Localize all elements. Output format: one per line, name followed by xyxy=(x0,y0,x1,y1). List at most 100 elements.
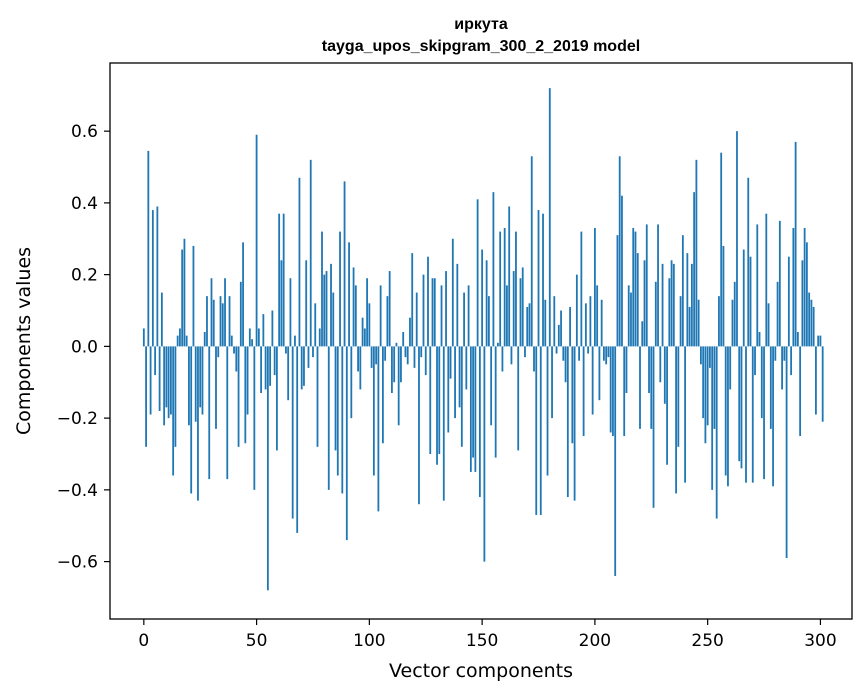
bar-61 xyxy=(280,260,283,347)
bar-120 xyxy=(413,346,416,368)
bar-166 xyxy=(517,346,520,451)
bar-7 xyxy=(158,346,161,411)
bar-41 xyxy=(235,346,238,372)
bar-8 xyxy=(160,292,163,347)
y-tick-label: −0.4 xyxy=(57,481,98,501)
bar-62 xyxy=(282,213,285,347)
bar-18 xyxy=(183,238,186,347)
bar-131 xyxy=(438,346,441,454)
bar-113 xyxy=(397,346,400,426)
bar-192 xyxy=(575,274,578,347)
bar-78 xyxy=(318,328,321,347)
bar-225 xyxy=(650,346,653,429)
y-tick-label: −0.2 xyxy=(57,409,98,429)
bar-124 xyxy=(422,274,425,347)
bar-116 xyxy=(404,346,407,358)
bar-26 xyxy=(201,346,204,415)
bar-150 xyxy=(481,249,484,347)
bar-254 xyxy=(715,346,718,519)
bar-142 xyxy=(463,292,465,347)
bar-195 xyxy=(582,346,585,437)
bar-69 xyxy=(298,177,301,347)
bar-155 xyxy=(492,192,495,347)
bar-265 xyxy=(740,346,743,469)
bar-114 xyxy=(400,346,402,383)
bar-183 xyxy=(555,346,558,354)
y-tick-label: 0.6 xyxy=(71,122,98,142)
bar-294 xyxy=(805,242,808,347)
bar-210 xyxy=(616,235,619,347)
bar-104 xyxy=(377,346,380,512)
bar-9 xyxy=(163,346,166,426)
x-tick-label: 50 xyxy=(246,631,268,651)
bar-91 xyxy=(348,242,350,347)
bar-259 xyxy=(727,346,729,487)
bar-159 xyxy=(501,346,504,372)
bar-148 xyxy=(476,199,479,347)
bar-238 xyxy=(679,296,682,347)
bar-299 xyxy=(817,335,820,347)
x-tick-label: 100 xyxy=(353,631,385,651)
bar-241 xyxy=(686,253,689,347)
bar-80 xyxy=(323,274,326,347)
bar-93 xyxy=(352,267,355,347)
x-tick-label: 150 xyxy=(466,631,498,651)
bar-108 xyxy=(386,296,389,347)
bar-264 xyxy=(738,346,741,462)
bar-248 xyxy=(702,346,705,419)
bar-245 xyxy=(695,159,698,347)
bar-216 xyxy=(630,292,632,347)
bar-92 xyxy=(350,346,353,419)
bar-123 xyxy=(420,346,423,358)
bar-257 xyxy=(722,245,725,347)
bar-274 xyxy=(760,346,763,419)
bar-198 xyxy=(589,296,592,347)
bar-115 xyxy=(402,332,405,347)
bar-287 xyxy=(790,346,793,376)
bar-58 xyxy=(273,346,276,376)
bar-288 xyxy=(792,228,795,347)
bar-70 xyxy=(300,346,303,390)
bar-121 xyxy=(415,292,418,347)
bar-182 xyxy=(553,296,556,347)
bar-102 xyxy=(372,346,375,476)
bar-100 xyxy=(368,303,371,347)
bar-295 xyxy=(808,292,811,347)
bar-37 xyxy=(226,346,229,480)
bar-22 xyxy=(192,245,195,347)
bar-106 xyxy=(381,346,384,444)
bar-152 xyxy=(485,260,488,347)
bar-66 xyxy=(291,346,294,519)
bar-24 xyxy=(197,346,199,501)
bar-42 xyxy=(237,346,240,447)
bar-34 xyxy=(219,296,222,347)
bar-240 xyxy=(684,346,687,483)
bar-220 xyxy=(639,346,641,429)
bar-206 xyxy=(607,346,610,358)
bar-39 xyxy=(230,335,233,347)
bar-160 xyxy=(503,228,506,347)
bar-290 xyxy=(796,332,799,347)
bar-292 xyxy=(801,260,804,347)
bar-211 xyxy=(618,156,621,347)
bar-196 xyxy=(584,303,587,347)
bar-0 xyxy=(142,328,145,347)
bar-105 xyxy=(379,285,382,347)
bar-157 xyxy=(497,342,499,347)
bar-56 xyxy=(269,346,272,386)
bar-258 xyxy=(724,346,727,476)
bar-232 xyxy=(666,346,668,465)
bar-158 xyxy=(499,231,502,347)
bar-110 xyxy=(391,346,393,394)
bar-215 xyxy=(627,285,630,347)
bar-99 xyxy=(366,278,369,347)
bar-74 xyxy=(309,159,312,347)
bar-246 xyxy=(697,299,700,347)
bar-50 xyxy=(255,134,258,347)
bar-88 xyxy=(341,346,344,494)
y-axis-ticks: −0.6 −0.4 −0.2 0.0 0.2 0.4 0.6 xyxy=(57,122,110,573)
bar-156 xyxy=(494,346,497,458)
bar-249 xyxy=(704,346,707,444)
bar-199 xyxy=(591,346,594,415)
